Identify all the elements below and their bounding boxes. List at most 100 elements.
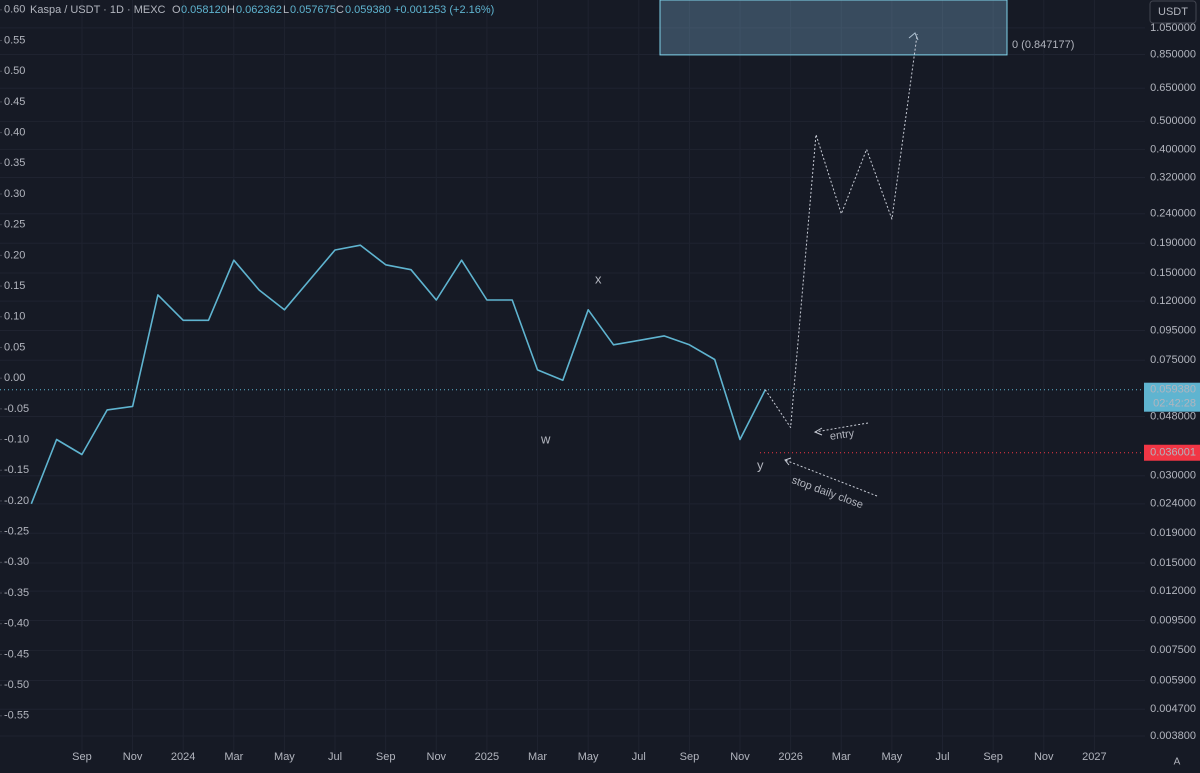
y2-tick-label: 0.00 [4, 372, 25, 384]
symbol: Kaspa / USDT · 1D · MEXC [30, 4, 166, 16]
y2-tick-label: -0.30 [4, 556, 29, 568]
grid [0, 0, 1145, 760]
x-tick-label: Sep [72, 751, 92, 763]
ohlc-key: O [172, 4, 181, 16]
ohlc-key: L [283, 4, 289, 16]
x-tick-label: Jul [632, 751, 646, 763]
ohlc-key: H [227, 4, 235, 16]
y-tick-label: 0.009500 [1150, 614, 1196, 626]
entry-arrow [814, 422, 869, 433]
y2-tick-label: -0.45 [4, 648, 29, 660]
x-tick-label: Sep [376, 751, 396, 763]
y-tick-label: 0.007500 [1150, 644, 1196, 656]
y-tick-label: 0.004700 [1150, 703, 1196, 715]
y2-tick-label: -0.20 [4, 495, 29, 507]
y2-tick-label: 0.55 [4, 34, 25, 46]
y2-tick-label: 0.35 [4, 157, 25, 169]
x-tick-label: 2027 [1082, 751, 1106, 763]
wave-label: w [540, 431, 551, 446]
countdown: 02:42:28 [1153, 398, 1196, 410]
y-tick-label: 0.150000 [1150, 267, 1196, 279]
price-line [30, 244, 767, 505]
button-label[interactable]: USDT [1158, 6, 1188, 18]
y-tick-label: 0.019000 [1150, 527, 1196, 539]
y2-tick-label: -0.55 [4, 710, 29, 722]
ohlc-value: 0.057675 [290, 4, 336, 16]
y-tick-label: 0.012000 [1150, 585, 1196, 597]
y2-tick-label: -0.10 [4, 433, 29, 445]
target-zone [659, 0, 1008, 56]
y2-tick-label: 0.50 [4, 65, 25, 77]
ohlc-value: 0.058120 [181, 4, 227, 16]
y2-tick-label: -0.15 [4, 464, 29, 476]
y-tick-label: 0.003800 [1150, 730, 1196, 742]
x-tick-label: Sep [983, 751, 1003, 763]
last-price-tag [1144, 382, 1200, 412]
wave-label: y [757, 457, 764, 472]
y2-tick-label: 0.60 [4, 4, 25, 16]
y-tick-label: 0.650000 [1150, 82, 1196, 94]
arrow-head [813, 427, 823, 436]
y2-tick-label: 0.30 [4, 188, 25, 200]
x-tick-label: Nov [1034, 751, 1054, 763]
x-tick-label: May [578, 751, 599, 763]
y-tick-label: 0.024000 [1150, 498, 1196, 510]
y-tick-label: 0.120000 [1150, 295, 1196, 307]
stop-arrow [784, 459, 878, 497]
x-tick-label: Nov [427, 751, 447, 763]
ohlc-value: 0.062362 [236, 4, 282, 16]
y-tick-label: 0.240000 [1150, 208, 1196, 220]
x-tick-label: Nov [123, 751, 143, 763]
x-tick-label: Jul [328, 751, 342, 763]
x-tick-label: Nov [730, 751, 750, 763]
y2-tick-label: 0.05 [4, 341, 25, 353]
y2-tick-label: -0.50 [4, 679, 29, 691]
y-tick-label: 0.320000 [1150, 171, 1196, 183]
change: +0.001253 (+2.16%) [394, 4, 494, 16]
y-tick-label: 0.030000 [1150, 470, 1196, 482]
stop-tag [1144, 444, 1200, 461]
target-label: 0 (0.847177) [1012, 39, 1074, 51]
x-tick-label: May [881, 751, 902, 763]
y-tick-label: 0.075000 [1150, 354, 1196, 366]
entry-label: entry [829, 427, 855, 442]
y-tick-label: 0.190000 [1150, 237, 1196, 249]
button-frame[interactable] [1149, 0, 1197, 24]
y2-tick-label: 0.40 [4, 127, 25, 139]
auto-scale-button[interactable]: A [1174, 757, 1181, 768]
stop-value: 0.036001 [1150, 447, 1196, 459]
y2-tick-label: 0.20 [4, 249, 25, 261]
y2-tick-label: 0.15 [4, 280, 25, 292]
y2-tick-label: 0.10 [4, 311, 25, 323]
ohlc: O 0.058120 H 0.062362 L 0.057675 C 0.059… [172, 4, 494, 16]
x-tick-label: 2026 [778, 751, 802, 763]
x-tick-label: Sep [680, 751, 700, 763]
y2-tick-label: 0.25 [4, 219, 25, 231]
y-tick-label: 0.005900 [1150, 674, 1196, 686]
x-tick-label: Jul [935, 751, 949, 763]
y2-tick-label: -0.05 [4, 403, 29, 415]
y2-tick-label: 0.45 [4, 96, 25, 108]
ohlc-value: 0.059380 [345, 4, 391, 16]
y-tick-label: 0.400000 [1150, 143, 1196, 155]
x-tick-label: Mar [528, 751, 547, 763]
wave-label: x [595, 271, 602, 286]
y-tick-label: 0.500000 [1150, 115, 1196, 127]
y-tick-label: 0.048000 [1150, 410, 1196, 422]
x-tick-label: 2025 [475, 751, 499, 763]
y-tick-label: 0.850000 [1150, 48, 1196, 60]
currency-button[interactable]: USDT [1149, 0, 1197, 24]
last-price-value: 0.059380 [1150, 384, 1196, 396]
y2-tick-label: -0.40 [4, 618, 29, 630]
x-tick-label: 2024 [171, 751, 195, 763]
price-line [764, 33, 918, 428]
y2-tick-label: -0.25 [4, 526, 29, 538]
ohlc-key: C [336, 4, 344, 16]
y-tick-label: 0.015000 [1150, 557, 1196, 569]
x-tick-label: May [274, 751, 295, 763]
y-tick-label: 1.050000 [1150, 22, 1196, 34]
x-tick-label: Mar [832, 751, 851, 763]
x-tick-label: Mar [224, 751, 243, 763]
